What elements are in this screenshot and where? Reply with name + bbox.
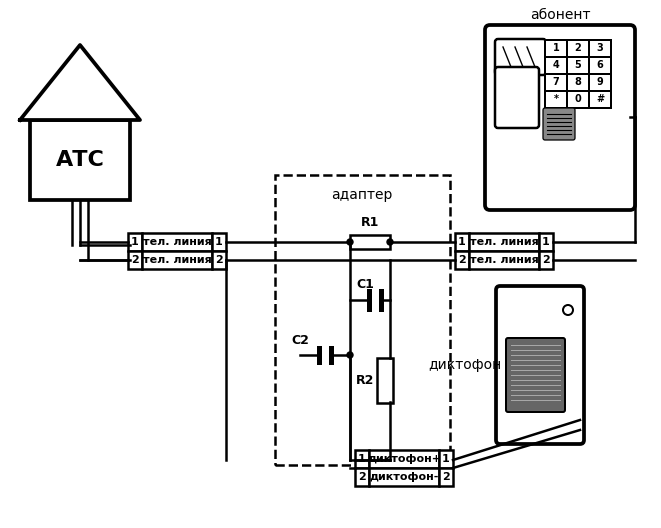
Bar bbox=[469, 233, 539, 251]
Text: 2: 2 bbox=[358, 472, 366, 482]
Bar bbox=[355, 450, 369, 468]
Bar bbox=[545, 74, 567, 91]
Bar bbox=[142, 233, 212, 251]
Text: адаптер: адаптер bbox=[331, 188, 393, 202]
Circle shape bbox=[347, 239, 353, 245]
Text: тел. линия: тел. линия bbox=[143, 237, 212, 247]
Text: 2: 2 bbox=[442, 472, 450, 482]
Bar bbox=[567, 57, 589, 74]
Text: 1: 1 bbox=[458, 237, 466, 247]
Bar bbox=[355, 468, 369, 486]
Text: тел. линия: тел. линия bbox=[469, 255, 538, 265]
Text: *: * bbox=[553, 94, 559, 104]
Text: абонент: абонент bbox=[529, 8, 590, 22]
Bar bbox=[275, 175, 450, 465]
Text: АТС: АТС bbox=[56, 150, 104, 170]
Bar bbox=[128, 233, 142, 251]
Bar bbox=[377, 358, 393, 403]
Bar bbox=[350, 235, 390, 249]
FancyBboxPatch shape bbox=[543, 108, 575, 140]
Bar bbox=[589, 40, 611, 57]
Text: 4: 4 bbox=[553, 60, 559, 70]
Circle shape bbox=[387, 239, 393, 245]
Bar bbox=[539, 233, 553, 251]
Text: 1: 1 bbox=[442, 454, 450, 464]
Text: 2: 2 bbox=[574, 43, 582, 53]
Bar bbox=[567, 91, 589, 108]
Text: R1: R1 bbox=[361, 215, 379, 229]
Bar bbox=[545, 40, 567, 57]
Text: 9: 9 bbox=[597, 77, 603, 87]
Text: тел. линия: тел. линия bbox=[469, 237, 538, 247]
Text: 5: 5 bbox=[574, 60, 582, 70]
Bar bbox=[589, 57, 611, 74]
Bar bbox=[369, 450, 439, 468]
Bar bbox=[545, 57, 567, 74]
Bar bbox=[567, 74, 589, 91]
Bar bbox=[455, 233, 469, 251]
Text: 2: 2 bbox=[458, 255, 466, 265]
Bar bbox=[142, 251, 212, 269]
Text: 6: 6 bbox=[597, 60, 603, 70]
FancyBboxPatch shape bbox=[496, 286, 584, 444]
Text: 1: 1 bbox=[553, 43, 559, 53]
Text: R2: R2 bbox=[356, 373, 374, 386]
FancyBboxPatch shape bbox=[495, 39, 546, 75]
Text: 1: 1 bbox=[215, 237, 223, 247]
Text: C1: C1 bbox=[356, 278, 374, 291]
FancyBboxPatch shape bbox=[495, 67, 539, 128]
Bar bbox=[455, 251, 469, 269]
Bar bbox=[439, 468, 453, 486]
Bar bbox=[30, 120, 130, 200]
Bar bbox=[567, 40, 589, 57]
Bar bbox=[212, 251, 226, 269]
Polygon shape bbox=[20, 45, 140, 120]
Text: диктофон+: диктофон+ bbox=[367, 454, 441, 464]
Text: 1: 1 bbox=[358, 454, 366, 464]
Bar bbox=[539, 251, 553, 269]
Bar bbox=[212, 233, 226, 251]
Circle shape bbox=[347, 352, 353, 358]
Text: 7: 7 bbox=[553, 77, 559, 87]
Text: 0: 0 bbox=[574, 94, 582, 104]
Circle shape bbox=[563, 305, 573, 315]
Text: 1: 1 bbox=[131, 237, 139, 247]
Text: C2: C2 bbox=[291, 334, 309, 346]
Text: диктофон: диктофон bbox=[428, 358, 502, 372]
Bar bbox=[469, 251, 539, 269]
Text: 3: 3 bbox=[597, 43, 603, 53]
Text: 1: 1 bbox=[542, 237, 550, 247]
Text: 2: 2 bbox=[215, 255, 223, 265]
Text: 8: 8 bbox=[574, 77, 582, 87]
Text: 2: 2 bbox=[542, 255, 550, 265]
Bar bbox=[128, 251, 142, 269]
FancyBboxPatch shape bbox=[506, 338, 565, 412]
Bar bbox=[369, 468, 439, 486]
Text: 2: 2 bbox=[131, 255, 139, 265]
Bar bbox=[589, 74, 611, 91]
FancyBboxPatch shape bbox=[485, 25, 635, 210]
Text: диктофон-: диктофон- bbox=[369, 472, 439, 482]
Bar bbox=[589, 91, 611, 108]
Text: тел. линия: тел. линия bbox=[143, 255, 212, 265]
Bar bbox=[545, 91, 567, 108]
Text: #: # bbox=[596, 94, 604, 104]
Bar bbox=[439, 450, 453, 468]
